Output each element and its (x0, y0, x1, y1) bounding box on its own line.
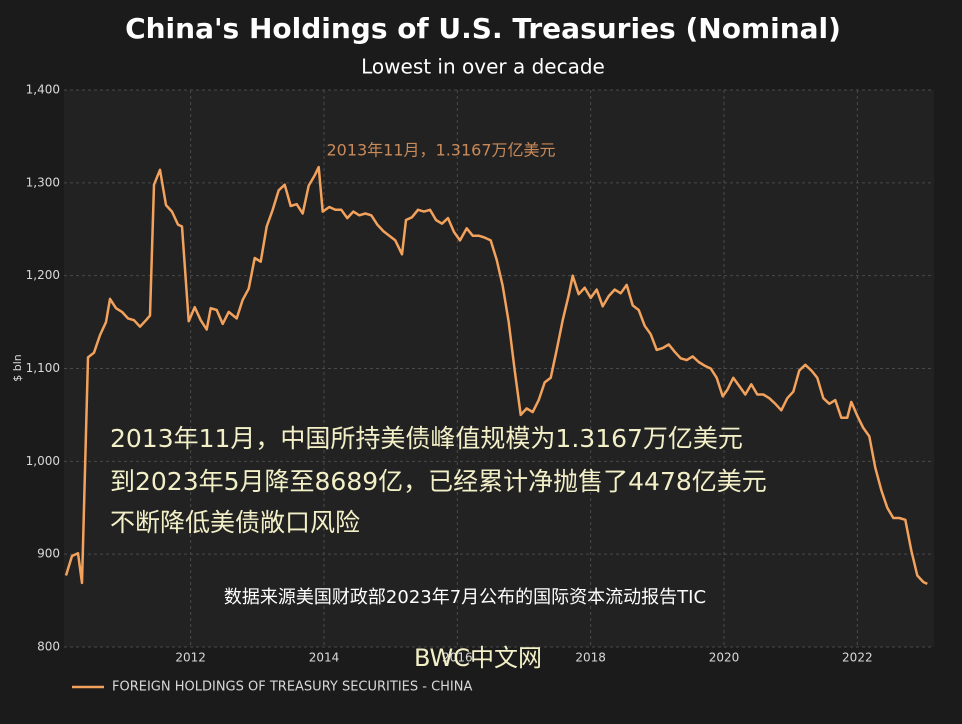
legend-label: FOREIGN HOLDINGS OF TREASURY SECURITIES … (112, 680, 472, 695)
y-tick-label: 1,100 (26, 361, 60, 375)
marks (64, 165, 928, 586)
x-tick-label: 2012 (175, 651, 206, 665)
y-tick-label: 800 (37, 640, 60, 654)
annotation: 到2023年5月降至8689亿，已经累计净抛售了4478亿美元 (110, 467, 767, 496)
grid (64, 89, 934, 648)
x-tick-label: 2014 (309, 651, 340, 665)
annotation: 数据来源美国财政部2023年7月公布的国际资本流动报告TIC (224, 587, 706, 608)
labels: 1,400 1,300 1,200 1,100 1,000 900 800 2012 2014 2… (26, 83, 873, 695)
x-tick-label: 2022 (842, 651, 873, 665)
annotation: BWC中文网 (414, 644, 542, 672)
data-line (64, 165, 928, 586)
annotation: 不断降低美债敞口风险 (110, 508, 360, 537)
y-tick-label: 1,200 (26, 268, 60, 282)
y-tick-label: 900 (37, 547, 60, 561)
chart-title: China's Holdings of U.S. Treasuries (Nom… (125, 12, 841, 45)
y-axis-label: $ bln (11, 354, 24, 382)
x-tick-label: 2018 (575, 651, 606, 665)
y-tick-label: 1,400 (26, 83, 60, 97)
x-tick-label: 2020 (709, 651, 740, 665)
y-tick-label: 1,000 (26, 454, 60, 468)
x-tick-label: 2016 (442, 651, 473, 665)
annotation: 2013年11月，中国所持美债峰值规模为1.3167万亿美元 (110, 424, 743, 453)
chart-subtitle: Lowest in over a decade (361, 55, 605, 79)
y-tick-label: 1,300 (26, 175, 60, 189)
annotation: 2013年11月，1.3167万亿美元 (326, 141, 555, 160)
